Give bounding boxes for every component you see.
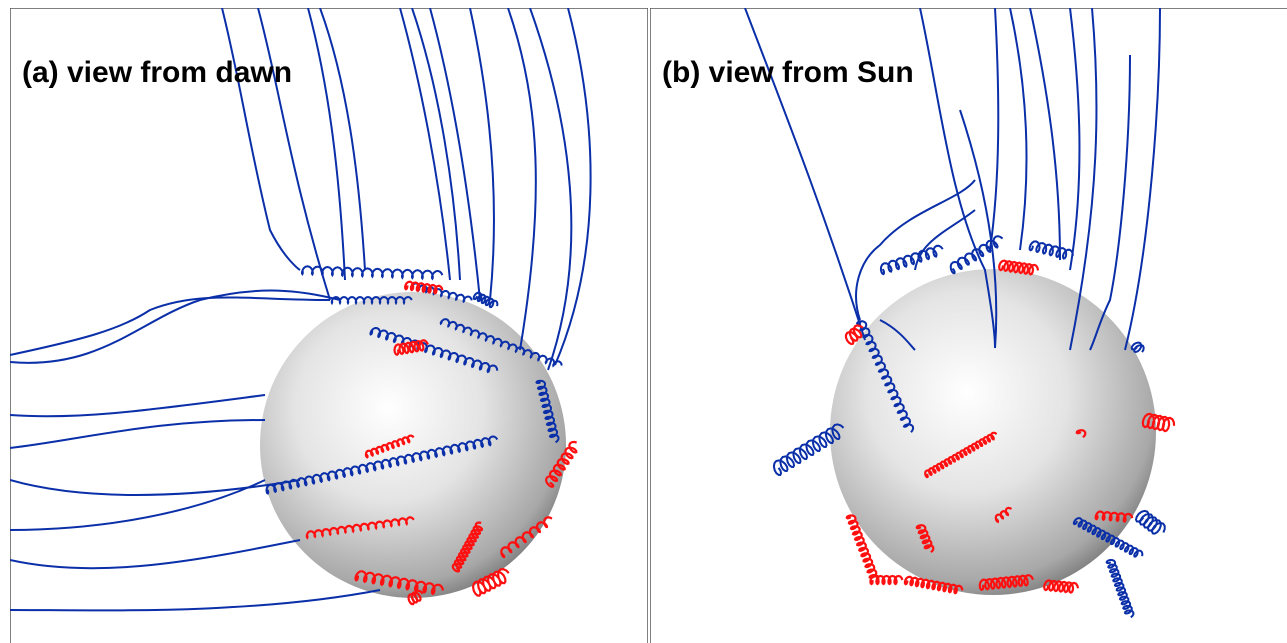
panel-label: (b) view from Sun: [662, 56, 914, 89]
panel-label: (a) view from dawn: [22, 56, 292, 89]
panel-b: (b) view from Sun: [650, 8, 1287, 643]
panel-a: (a) view from dawn: [10, 8, 648, 643]
figure: (a) view from dawn (b) view from Sun: [0, 0, 1287, 643]
sphere: [260, 292, 566, 598]
